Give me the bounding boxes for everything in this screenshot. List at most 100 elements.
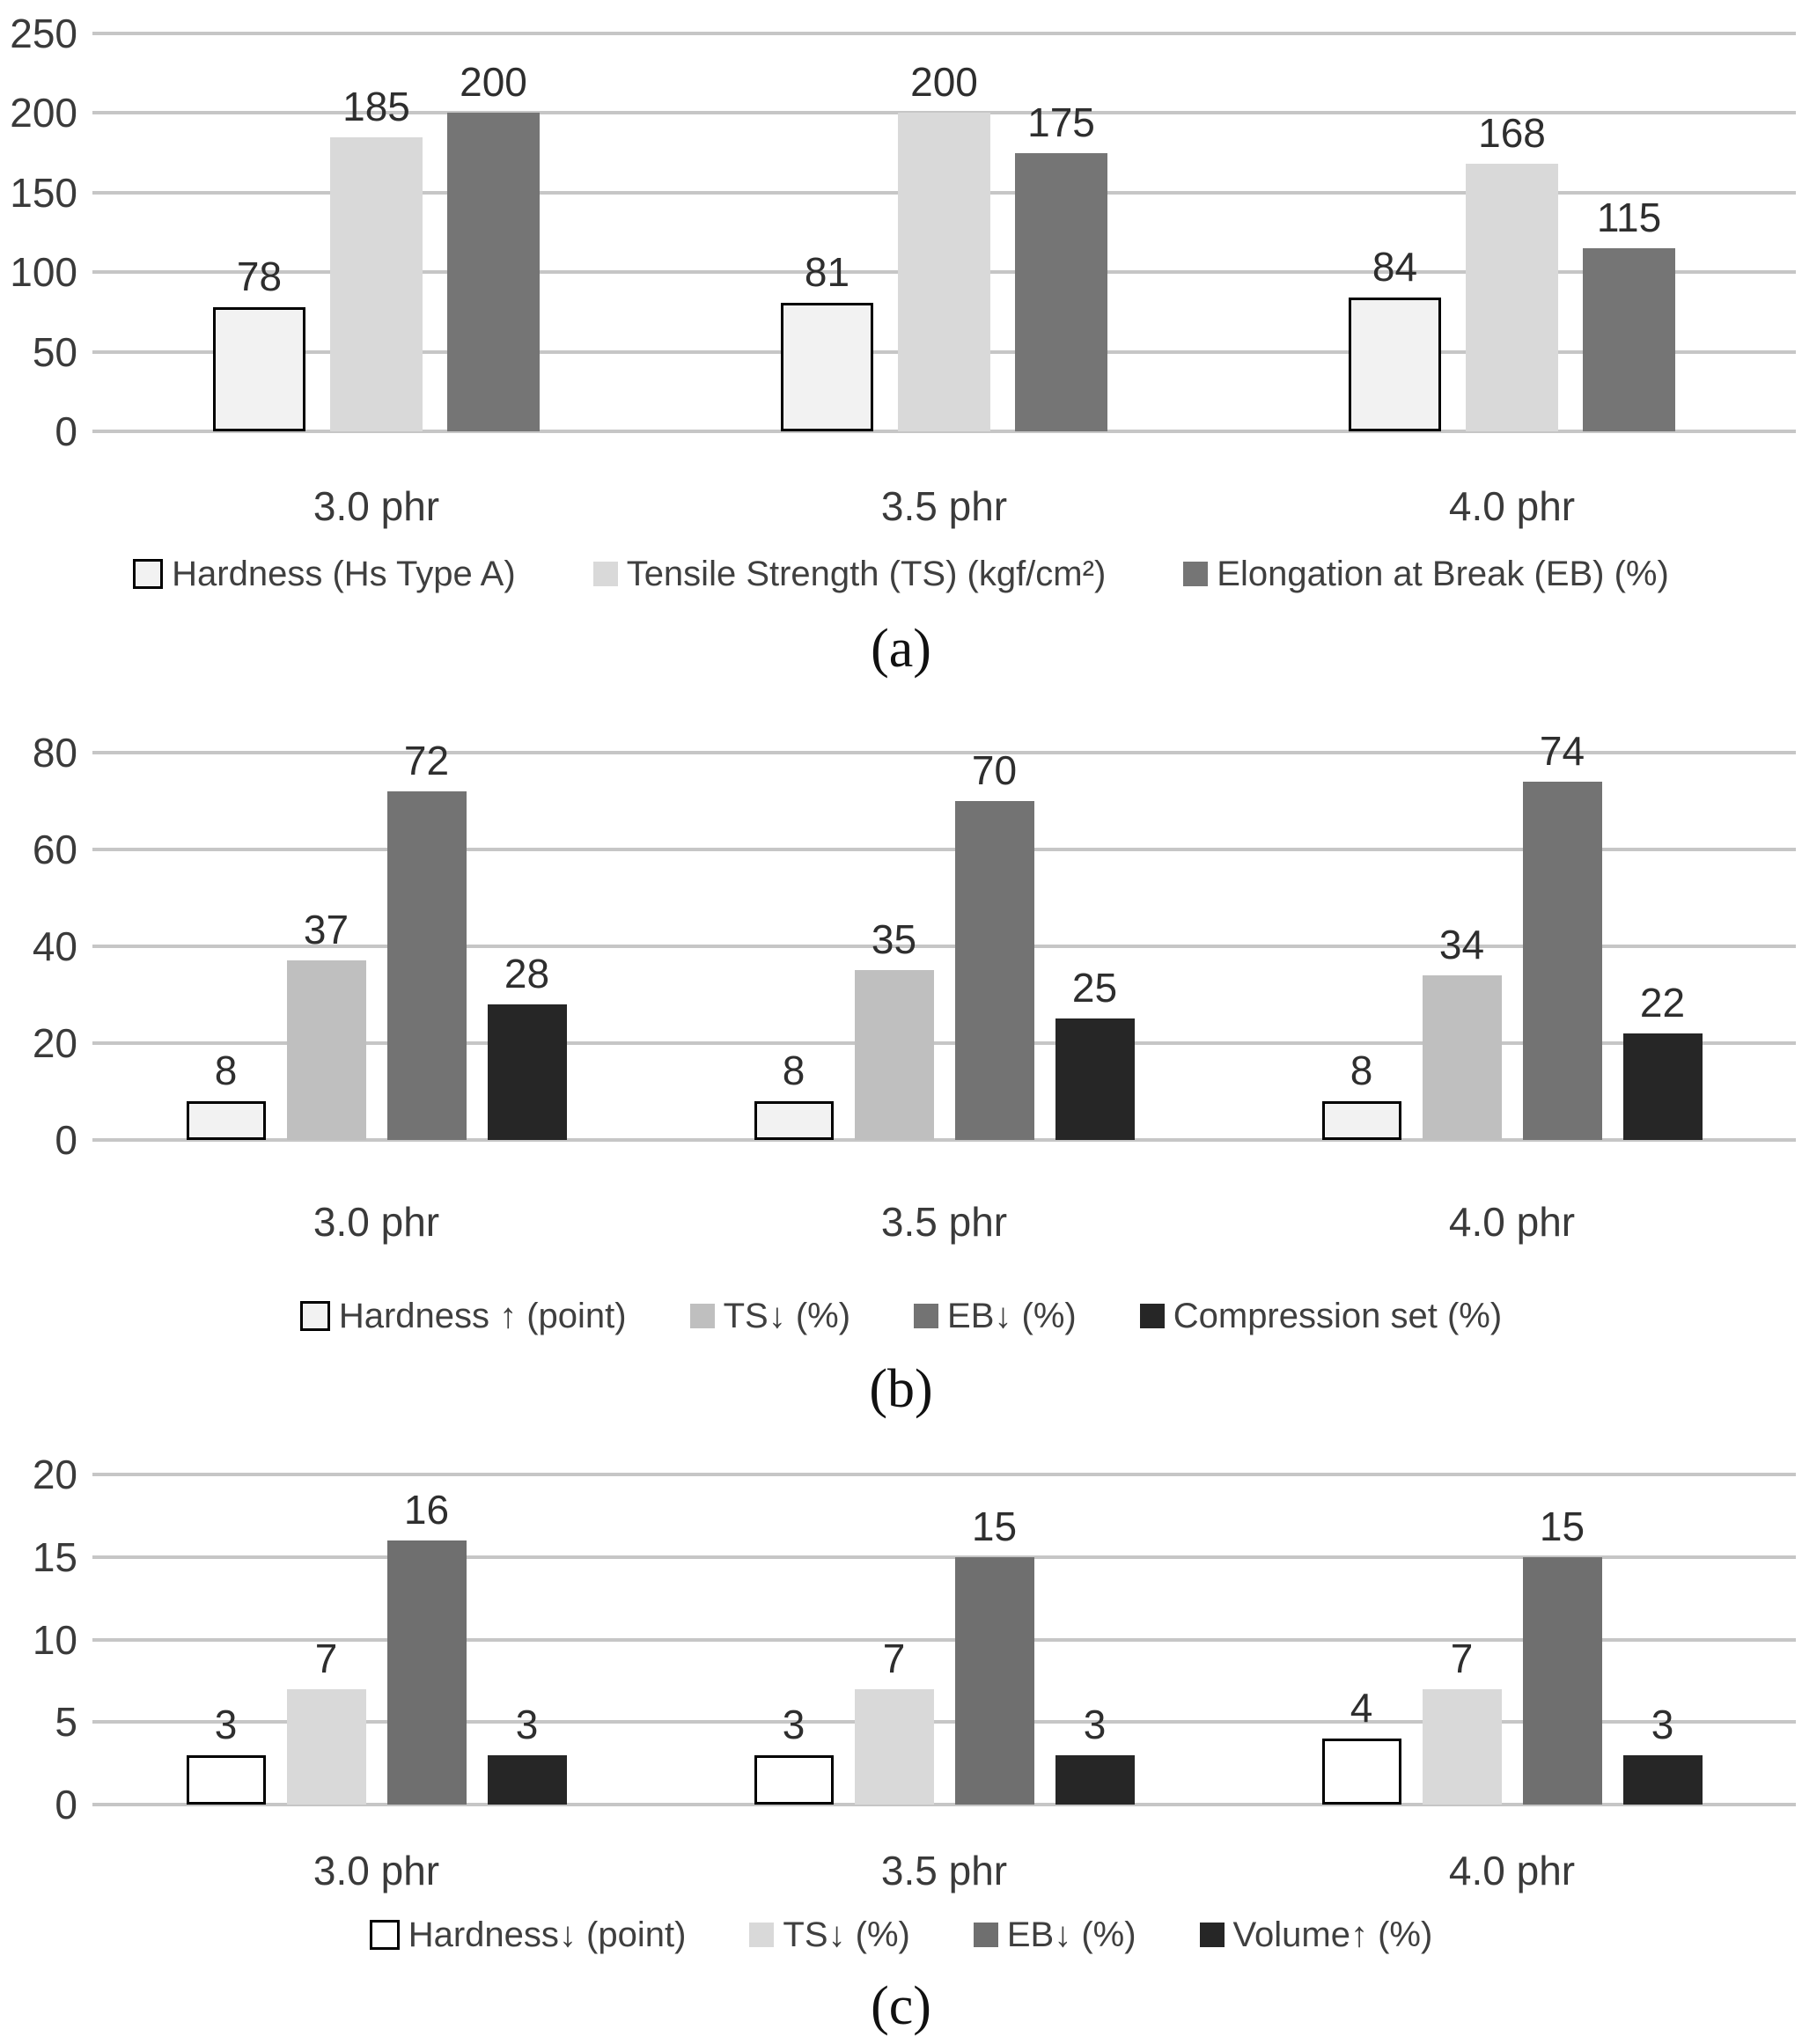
- barwrap: 16: [386, 1474, 467, 1805]
- bar-value-label: 25: [1071, 965, 1118, 1011]
- barwrap: 7: [854, 1474, 934, 1805]
- barwrap: 84: [1349, 33, 1441, 431]
- bar-value-label: 3: [1651, 1702, 1674, 1747]
- gridline: [92, 32, 1796, 35]
- bar-b-series1-cat3: [1321, 1101, 1401, 1140]
- legend-label: Hardness↓ (point): [408, 1915, 687, 1954]
- bar-group-3.0phr: 8 37 72 28: [92, 740, 660, 1140]
- legend-item: Hardness (Hs Type A): [133, 555, 516, 594]
- gridline: [92, 430, 1796, 433]
- legend-swatch-series1: [369, 1920, 400, 1950]
- barwrap: 72: [386, 740, 467, 1140]
- y-axis-tick-label: 200: [10, 90, 77, 136]
- barwrap: 81: [781, 33, 873, 431]
- bar-value-label: 3: [782, 1702, 805, 1747]
- chart-b-panel: 80 60 40 20 0 8 37 72 28 8 35 70 25 8 34 74 22 3.0 phr 3.5…: [0, 683, 1802, 1427]
- legend-item: TS↓ (%): [749, 1915, 910, 1955]
- bar-group-4.0phr: 8 34 74 22: [1228, 731, 1796, 1140]
- y-axis-tick-label: 5: [55, 1699, 77, 1746]
- legend-label: Volume↑ (%): [1232, 1915, 1433, 1954]
- bar-value-label: 8: [782, 1048, 805, 1093]
- chart-b-caption: (b): [869, 1359, 933, 1419]
- bar-b-series1-cat2: [754, 1101, 834, 1140]
- bar-b-series2-cat2: [854, 970, 934, 1140]
- y-axis-tick-label: 80: [32, 730, 77, 776]
- bar-value-label: 84: [1372, 244, 1418, 290]
- barwrap: 175: [1015, 33, 1107, 431]
- bar-b-series4-cat1: [487, 1004, 567, 1140]
- chart-c-plot: 3 7 16 3 3 7 15 3 4 7 15 3: [92, 1473, 1796, 1806]
- bar-group-3.5phr: 8 35 70 25: [660, 747, 1228, 1140]
- gridline: [92, 1803, 1796, 1806]
- chart-c-plot-area: 20 15 10 5 0 3 7 16 3 3 7 15 3 4 7 15 3: [0, 1427, 1802, 1827]
- bar-group-4.0phr: 4 7 15 3: [1228, 1474, 1796, 1805]
- legend-label: Hardness (Hs Type A): [172, 554, 516, 593]
- bar-value-label: 70: [971, 747, 1018, 793]
- chart-a-plot: 78 185 200 81 200 175 84 168 115: [92, 32, 1796, 433]
- x-axis-category-label: 3.0 phr: [313, 1199, 440, 1245]
- bar-group-3.5phr: 81 200 175: [660, 33, 1228, 431]
- gridline: [92, 1041, 1796, 1045]
- bar-value-label: 4: [1350, 1685, 1373, 1731]
- barwrap: 8: [186, 753, 266, 1140]
- bar-value-label: 15: [971, 1504, 1018, 1549]
- bar-c-series1-cat2: [754, 1755, 834, 1805]
- bar-value-label: 74: [1539, 728, 1585, 774]
- chart-b-plot: 8 37 72 28 8 35 70 25 8 34 74 22: [92, 731, 1796, 1142]
- bar-c-series3-cat1: [386, 1540, 467, 1805]
- barwrap: 70: [954, 747, 1034, 1140]
- bar-b-series4-cat2: [1055, 1018, 1135, 1140]
- y-axis-tick-label: 0: [55, 1782, 77, 1827]
- legend-item: EB↓ (%): [973, 1915, 1136, 1955]
- gridline: [92, 945, 1796, 948]
- bar-a-series2-cat3: [1466, 164, 1558, 431]
- chart-a-panel: 250 200 150 100 50 0 78 185 200 81 200 175 84 168 115 3…: [0, 0, 1802, 683]
- legend-swatch-series1: [133, 559, 164, 589]
- legend-label: EB↓ (%): [1006, 1915, 1136, 1954]
- bar-c-series2-cat2: [854, 1689, 934, 1805]
- bar-group-3.5phr: 3 7 15 3: [660, 1474, 1228, 1805]
- y-axis-tick-label: 15: [32, 1533, 77, 1580]
- legend-label: EB↓ (%): [947, 1296, 1077, 1335]
- chart-a-plot-area: 250 200 150 100 50 0 78 185 200 81 200 175 84 168 115: [0, 0, 1802, 454]
- barwrap: 22: [1622, 753, 1703, 1140]
- y-axis-tick-label: 20: [32, 1452, 77, 1497]
- barwrap: 8: [1321, 753, 1401, 1140]
- y-axis-tick-label: 60: [32, 827, 77, 872]
- legend-item: Compression set (%): [1139, 1296, 1503, 1336]
- bar-value-label: 34: [1438, 922, 1485, 967]
- y-axis-tick-label: 50: [32, 328, 77, 375]
- y-axis-tick-label: 40: [32, 923, 77, 969]
- legend-label: Elongation at Break (EB) (%): [1217, 554, 1669, 593]
- barwrap: 8: [754, 753, 834, 1140]
- bar-a-series1-cat2: [781, 303, 873, 431]
- barwrap: 3: [186, 1474, 266, 1805]
- bar-a-series3-cat1: [447, 113, 540, 431]
- bar-value-label: 200: [910, 59, 978, 105]
- chart-c-legend: Hardness↓ (point) TS↓ (%) EB↓ (%) Volume↑ (…: [0, 1914, 1802, 1956]
- bar-a-series3-cat2: [1015, 153, 1107, 431]
- bar-value-label: 28: [504, 951, 550, 996]
- bar-b-series3-cat2: [954, 801, 1034, 1140]
- chart-c-bar-groups: 3 7 16 3 3 7 15 3 4 7 15 3: [92, 1474, 1796, 1805]
- barwrap: 7: [1422, 1474, 1502, 1805]
- bar-group-4.0phr: 84 168 115: [1228, 33, 1796, 431]
- barwrap: 3: [754, 1474, 834, 1805]
- bar-value-label: 8: [214, 1048, 238, 1093]
- legend-label: TS↓ (%): [723, 1296, 851, 1335]
- bar-value-label: 175: [1027, 99, 1095, 145]
- x-axis-category-label: 4.0 phr: [1448, 1199, 1576, 1245]
- legend-item: TS↓ (%): [689, 1296, 851, 1336]
- barwrap: 15: [1522, 1474, 1602, 1805]
- bar-value-label: 22: [1639, 980, 1686, 1026]
- x-axis-category-label: 3.5 phr: [880, 483, 1008, 529]
- barwrap: 200: [898, 33, 990, 431]
- barwrap: 185: [330, 33, 423, 431]
- bar-value-label: 72: [403, 738, 450, 783]
- chart-b-x-axis: 3.0 phr 3.5 phr 4.0 phr: [92, 1198, 1796, 1245]
- legend-label: Compression set (%): [1173, 1296, 1503, 1335]
- legend-label: Hardness ↑ (point): [338, 1296, 627, 1335]
- legend-swatch-series3: [1183, 562, 1209, 586]
- barwrap: 28: [487, 753, 567, 1140]
